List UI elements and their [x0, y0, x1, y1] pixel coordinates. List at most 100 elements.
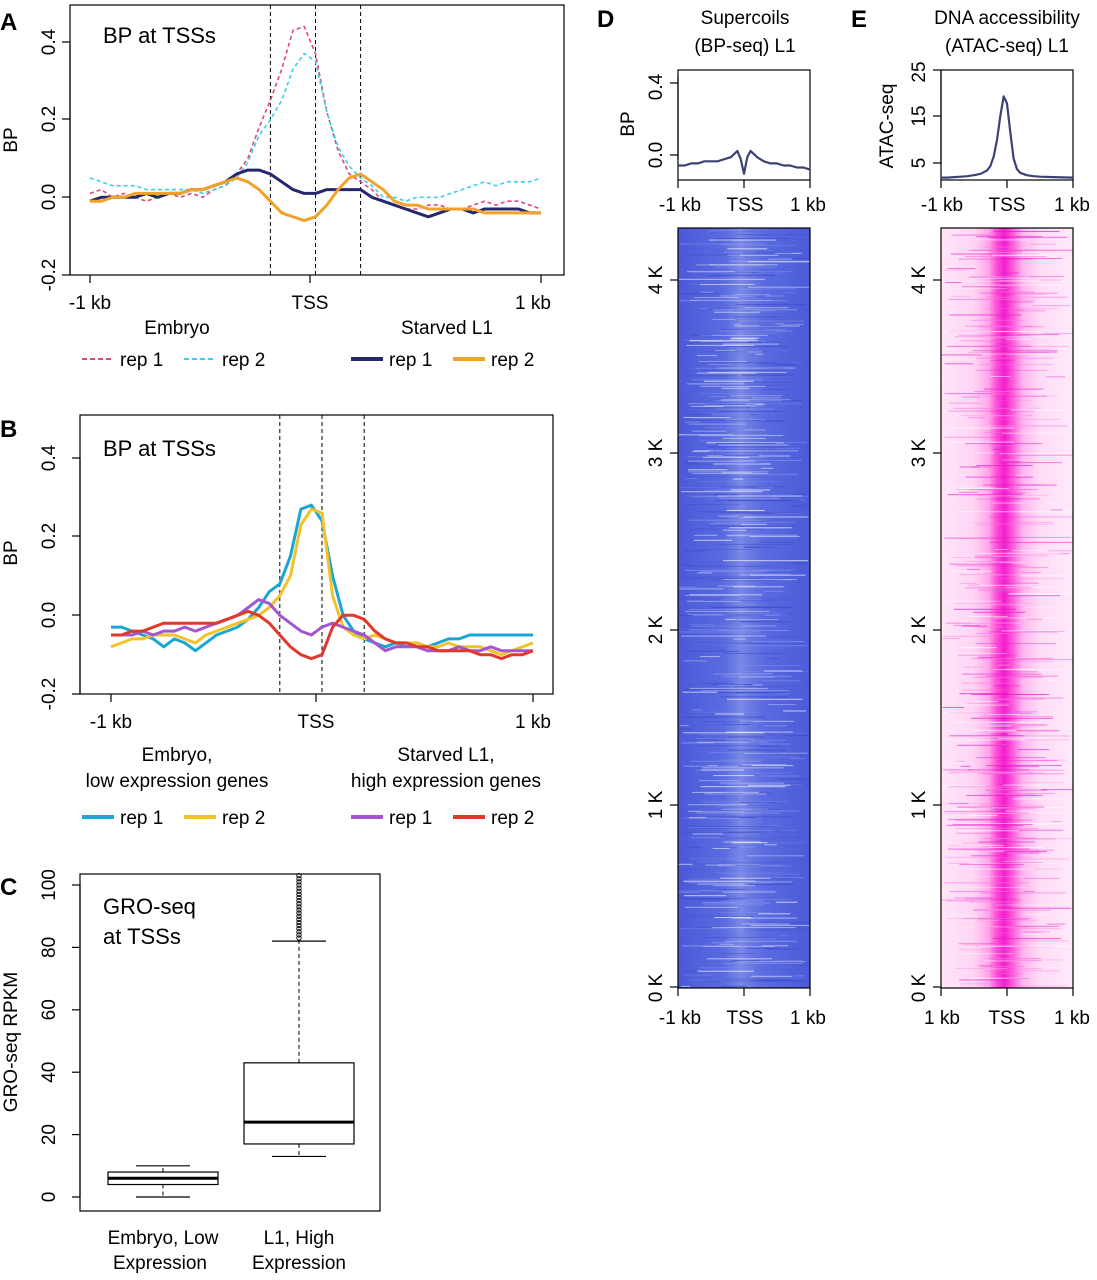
heatmap-streak: [685, 478, 698, 480]
heatmap-streak: [978, 495, 1004, 497]
heatmap-streak: [716, 889, 747, 890]
heatmap-streak: [703, 802, 769, 804]
heatmap-streak: [976, 757, 1046, 759]
heatmap-streak: [687, 804, 748, 806]
heatmap-streak: [953, 407, 1016, 409]
heatmap-streak: [1003, 536, 1071, 538]
heatmap-streak: [956, 489, 1032, 491]
heatmap-streak: [949, 735, 1025, 737]
heatmap-streak: [756, 260, 774, 262]
box-outlier: [296, 932, 302, 938]
panel-a-letter: A: [0, 9, 17, 36]
heatmap-streak: [752, 809, 781, 811]
heatmap-streak: [712, 848, 730, 849]
heatmap-streak: [977, 786, 1065, 788]
heatmap-streak: [978, 965, 994, 967]
heatmap-streak: [1002, 973, 1024, 975]
heatmap-streak: [707, 606, 790, 608]
panel-e-heat-ytick: 1 K: [909, 790, 930, 819]
heatmap-streak: [708, 371, 787, 373]
heatmap-streak: [774, 273, 784, 275]
heatmap-streak: [679, 300, 698, 302]
heatmap-streak: [1005, 985, 1067, 987]
heatmap-streak: [750, 924, 810, 926]
heatmap-streak: [1001, 258, 1062, 259]
heatmap-streak: [1015, 475, 1025, 476]
heatmap-streak: [712, 318, 736, 320]
heatmap-streak: [721, 985, 747, 987]
heatmap-streak: [684, 974, 713, 976]
heatmap-streak: [963, 918, 1032, 919]
heatmap-streak: [973, 862, 1058, 864]
heatmap-streak: [783, 292, 796, 294]
heatmap-streak: [969, 977, 1024, 979]
heatmap-streak: [722, 862, 790, 864]
heatmap-streak: [947, 268, 976, 270]
heatmap-streak: [692, 833, 724, 835]
heatmap-streak: [946, 393, 993, 394]
heatmap-streak: [691, 451, 710, 453]
heatmap-streak: [760, 467, 774, 469]
heatmap-streak: [951, 808, 969, 810]
heatmap-streak: [718, 444, 789, 446]
heatmap-streak: [707, 274, 775, 276]
heatmap-streak: [796, 493, 807, 495]
heatmap-streak: [783, 710, 806, 712]
heatmap-streak: [990, 376, 1011, 377]
heatmap-streak: [1002, 249, 1073, 251]
heatmap-streak: [682, 898, 730, 900]
heatmap-streak: [958, 823, 1041, 824]
heatmap-streak: [773, 364, 796, 366]
heatmap-streak: [698, 780, 740, 782]
heatmap-streak: [982, 838, 1019, 839]
panel-d-heat-xticks: -1 kb TSS 1 kb: [659, 988, 826, 1029]
box-category-label: Embryo, Low: [108, 1228, 219, 1249]
heatmap-streak: [970, 276, 1005, 278]
box-outlier: [296, 897, 302, 904]
heatmap-streak: [684, 660, 707, 662]
heatmap-streak: [728, 500, 797, 502]
heatmap-streak: [1051, 821, 1062, 822]
heatmap-streak: [979, 364, 1053, 366]
heatmap-streak: [942, 707, 965, 708]
box-category-label: L1, High: [264, 1228, 335, 1249]
heatmap-streak: [990, 561, 1028, 563]
panel-e-heat-ytick: 4 K: [909, 265, 930, 294]
heatmap-streak: [971, 855, 1000, 857]
heatmap-streak: [750, 574, 806, 576]
heatmap-streak: [685, 341, 766, 342]
heatmap-streak: [964, 256, 1047, 257]
heatmap-streak: [998, 807, 1035, 809]
heatmap-streak: [691, 642, 770, 644]
heatmap-streak: [983, 773, 1065, 775]
heatmap-streak: [1021, 571, 1041, 573]
panel-b-xticks: -1 kb TSS 1 kb: [90, 694, 551, 733]
heatmap-streak: [1020, 293, 1047, 295]
panel-d-profile-layer: [678, 149, 811, 175]
box-outlier: [296, 904, 302, 910]
heatmap-streak: [711, 603, 724, 605]
heatmap-streak: [958, 830, 1019, 832]
heatmap-streak: [1033, 824, 1049, 826]
heatmap-streak: [958, 258, 1033, 260]
heatmap-streak: [985, 725, 1012, 727]
heatmap-streak: [976, 633, 1010, 634]
panel-c-box-layer: [107, 872, 355, 1198]
box-category-label: Expression: [113, 1253, 207, 1274]
heatmap-streak: [974, 556, 995, 558]
heatmap-streak: [1008, 593, 1072, 595]
heatmap-streak: [682, 463, 740, 465]
heatmap-streak: [707, 512, 771, 513]
heatmap-streak: [956, 565, 1029, 567]
heatmap-streak: [688, 609, 747, 610]
box-outlier: [296, 885, 302, 891]
heatmap-streak: [967, 615, 1008, 617]
panel-e-profile-xtick: 1 kb: [1054, 195, 1090, 216]
heatmap-streak: [744, 665, 801, 666]
panel-a-ytick-label: 0.4: [39, 28, 60, 55]
heatmap-streak: [1017, 334, 1060, 336]
heatmap-streak: [743, 516, 809, 518]
heatmap-streak: [764, 844, 777, 846]
heatmap-streak: [1000, 444, 1012, 445]
heatmap-streak: [678, 891, 700, 893]
